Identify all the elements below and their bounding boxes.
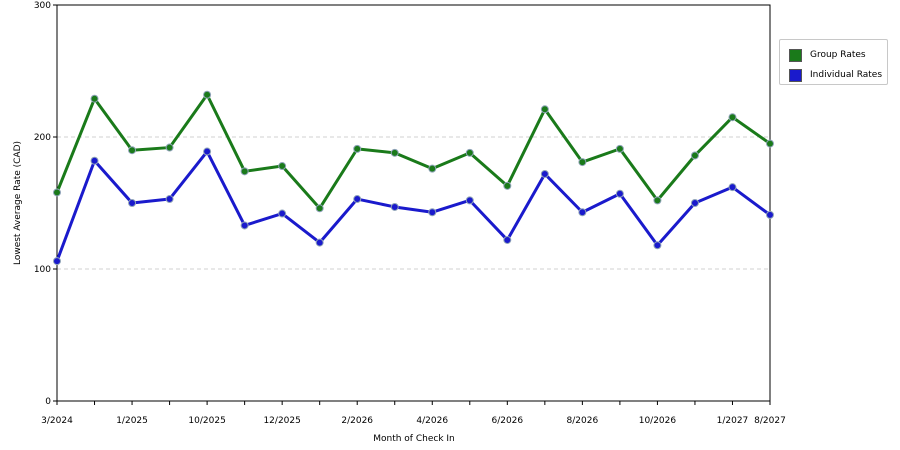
data-point [128, 146, 137, 155]
data-point [653, 241, 662, 250]
legend-item-individual: Individual Rates [789, 68, 882, 82]
y-tick-label: 200 [34, 133, 51, 143]
series-lines [53, 90, 774, 266]
data-point [428, 164, 437, 173]
x-axis-title: Month of Check In [373, 434, 455, 444]
gridlines [57, 136, 770, 270]
data-point [615, 189, 624, 198]
data-point [203, 90, 212, 99]
plot-area-frame [56, 4, 771, 402]
data-point [128, 199, 137, 207]
x-tick-label: 8/2026 [567, 416, 599, 426]
data-point [315, 204, 324, 213]
data-point [540, 105, 549, 114]
series-line [55, 93, 771, 210]
x-tick-label: 10/2025 [188, 416, 225, 426]
data-point [390, 148, 399, 157]
data-point [278, 209, 287, 218]
legend-swatch-individual [789, 68, 802, 82]
legend-swatch-group [789, 48, 802, 62]
data-point [728, 183, 737, 192]
y-tick-label: 0 [45, 397, 51, 407]
x-tick-label: 2/2026 [341, 416, 373, 426]
data-point [428, 208, 437, 217]
data-point [465, 196, 474, 205]
data-point [728, 113, 737, 122]
x-tick-label: 1/2025 [116, 416, 148, 426]
legend-label-group: Group Rates [810, 50, 866, 60]
y-tick-label: 300 [34, 1, 51, 11]
series-line [55, 150, 771, 262]
data-point [690, 151, 699, 160]
x-tick-label: 4/2026 [416, 416, 448, 426]
y-axis-title: Lowest Average Rate (CAD) [13, 141, 23, 265]
x-tick-label: 1/2027 [717, 416, 749, 426]
data-point [53, 188, 61, 197]
data-point [766, 139, 774, 148]
data-point [353, 195, 362, 204]
data-point [90, 156, 99, 165]
data-point [766, 210, 774, 219]
y-axis: 0 100 200 300 [34, 1, 57, 407]
data-point [53, 257, 61, 266]
data-point [165, 195, 174, 204]
data-point [90, 94, 99, 103]
legend: Group Rates Individual Rates [779, 39, 888, 85]
data-point [240, 221, 249, 230]
data-point [353, 144, 362, 153]
data-point [240, 167, 249, 176]
data-point [578, 208, 587, 217]
data-point [653, 196, 662, 205]
data-point [503, 235, 512, 244]
x-tick-label: 6/2026 [491, 416, 523, 426]
data-point [315, 238, 324, 247]
data-point [165, 143, 174, 152]
data-point [465, 148, 474, 157]
data-point [390, 202, 399, 211]
y-tick-label: 100 [34, 265, 51, 275]
series-group-rates [53, 90, 774, 213]
x-tick-label: 3/2024 [41, 416, 73, 426]
data-point [540, 169, 549, 178]
data-point [578, 158, 587, 167]
x-tick-label: 8/2027 [754, 416, 786, 426]
legend-item-group: Group Rates [789, 48, 866, 62]
data-point [278, 162, 287, 171]
data-point [690, 199, 699, 207]
x-tick-label: 12/2025 [263, 416, 300, 426]
series-individual-rates [53, 147, 774, 266]
data-point [203, 147, 212, 156]
x-tick-label: 10/2026 [639, 416, 677, 426]
x-axis: 3/2024 1/2025 10/2025 12/2025 2/2026 4/2026 6/… [41, 401, 786, 426]
data-point [503, 181, 512, 190]
data-point [615, 144, 624, 153]
legend-label-individual: Individual Rates [810, 70, 883, 80]
